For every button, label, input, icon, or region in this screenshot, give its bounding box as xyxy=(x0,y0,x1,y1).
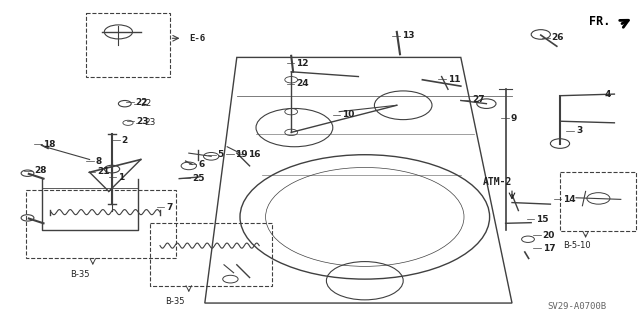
Text: 4: 4 xyxy=(605,90,611,99)
Bar xyxy=(150,223,272,286)
Text: B-35: B-35 xyxy=(70,270,90,279)
Text: 17: 17 xyxy=(543,244,556,253)
Text: 19: 19 xyxy=(236,150,248,159)
Text: ATM-2: ATM-2 xyxy=(483,177,513,187)
Text: 22: 22 xyxy=(136,98,148,107)
Text: 28: 28 xyxy=(34,166,47,175)
Text: 21: 21 xyxy=(97,167,110,176)
Text: 3: 3 xyxy=(576,126,582,135)
Text: 11: 11 xyxy=(448,75,461,84)
Text: 20: 20 xyxy=(543,231,555,240)
Text: 15: 15 xyxy=(536,215,549,224)
Text: 8: 8 xyxy=(96,157,102,166)
Text: 14: 14 xyxy=(563,195,576,204)
Text: FR.: FR. xyxy=(589,15,610,28)
Text: 2: 2 xyxy=(122,136,128,145)
Text: 10: 10 xyxy=(342,110,355,119)
Bar xyxy=(86,13,170,77)
Text: 27: 27 xyxy=(472,95,485,104)
Text: 22: 22 xyxy=(141,99,152,108)
Bar xyxy=(560,172,636,231)
Text: 7: 7 xyxy=(166,203,173,212)
Text: 16: 16 xyxy=(248,150,261,159)
Text: 23: 23 xyxy=(144,118,156,127)
Circle shape xyxy=(104,165,120,173)
Text: 25: 25 xyxy=(192,174,205,182)
Bar xyxy=(26,190,176,258)
Text: 9: 9 xyxy=(511,114,517,122)
Text: 23: 23 xyxy=(136,117,149,126)
Text: 5: 5 xyxy=(218,150,224,159)
Text: 12: 12 xyxy=(296,59,309,68)
Text: 24: 24 xyxy=(296,79,309,88)
Text: E-6: E-6 xyxy=(189,34,205,43)
Text: 1: 1 xyxy=(118,173,125,182)
Text: B-35: B-35 xyxy=(165,297,184,306)
Text: 18: 18 xyxy=(44,140,56,149)
Text: 6: 6 xyxy=(198,160,205,169)
Text: 13: 13 xyxy=(402,31,415,40)
Text: 26: 26 xyxy=(552,33,564,42)
Text: SV29-A0700B: SV29-A0700B xyxy=(547,302,606,311)
Text: B-5-10: B-5-10 xyxy=(563,241,591,250)
